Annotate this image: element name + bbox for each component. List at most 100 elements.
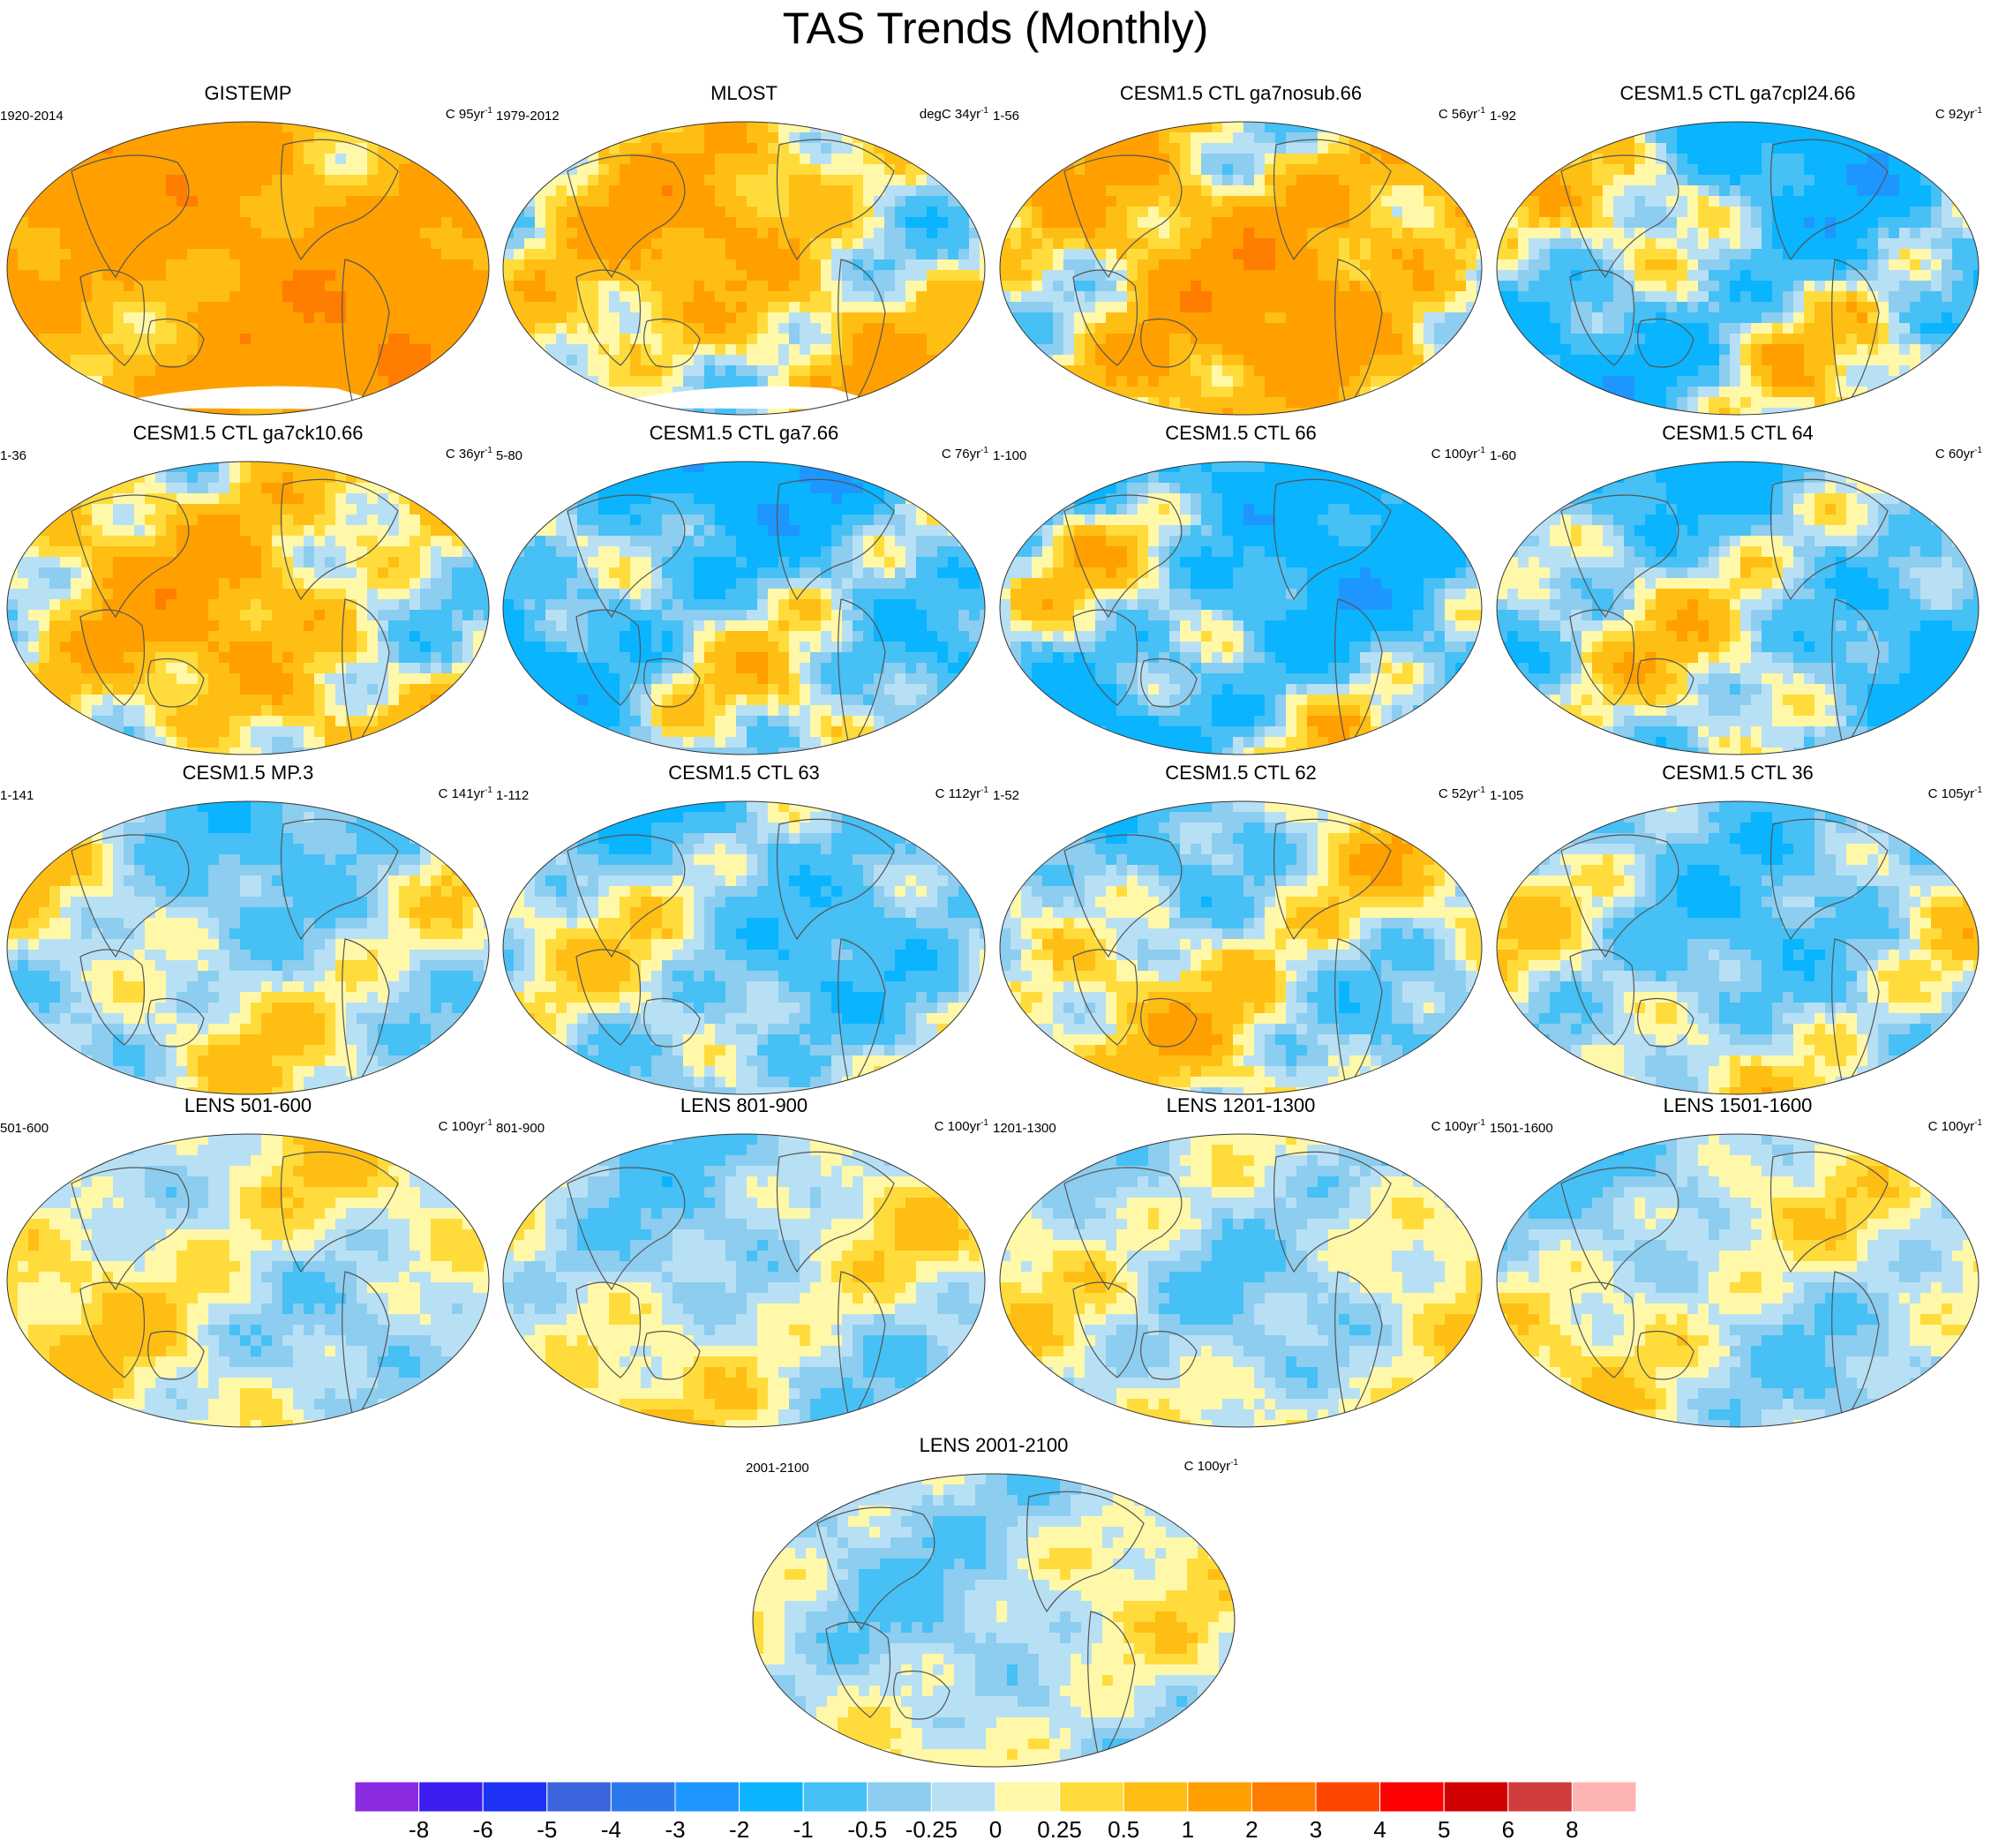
panel-unit-exponent: -1 — [485, 446, 492, 455]
continent-outline — [776, 1151, 895, 1273]
world-map — [1496, 461, 1980, 755]
colorbar-swatch — [995, 1782, 1061, 1812]
continent-outline — [1831, 259, 1880, 411]
map-border — [6, 461, 490, 755]
colorbar-tick-label: -2 — [729, 1816, 749, 1843]
continent-outline — [71, 834, 190, 958]
continent-outline — [147, 1330, 205, 1380]
colorbar-swatch — [1379, 1782, 1445, 1812]
colorbar-swatch — [482, 1782, 548, 1812]
panel-unit: C 100yr-1 — [1928, 1116, 1982, 1135]
continent-outline — [1273, 478, 1392, 601]
world-map — [1496, 800, 1980, 1095]
continent-outline — [79, 269, 146, 366]
map-panel: CESM1.5 CTL ga7nosub.66 1-56 C 56yr-1 — [993, 82, 1489, 417]
panel-unit-exponent: -1 — [980, 785, 988, 795]
continent-outline — [1560, 1167, 1679, 1291]
panel-unit-exponent: -1 — [485, 785, 492, 795]
panel-unit-exponent: -1 — [1230, 1458, 1238, 1468]
continent-outline — [1063, 494, 1183, 619]
continent-outline — [643, 997, 701, 1048]
colorbar-tick-label: 6 — [1502, 1816, 1514, 1843]
colorbar-tick-label: -6 — [473, 1816, 493, 1843]
map-border — [6, 800, 490, 1095]
panel-unit-text: C 141yr — [439, 786, 485, 801]
map-panel: CESM1.5 CTL ga7.66 5-80 C 76yr-1 — [496, 422, 992, 757]
panel-title: CESM1.5 MP.3 — [0, 762, 496, 785]
continent-outline — [567, 154, 686, 279]
continent-outline — [776, 818, 895, 941]
panel-unit: C 92yr-1 — [1935, 103, 1982, 123]
continent-outline — [147, 997, 205, 1048]
colorbar-swatch — [739, 1782, 804, 1812]
panel-unit-exponent: -1 — [1974, 785, 1982, 795]
continent-outline — [1072, 1281, 1138, 1378]
panel-unit-text: C 95yr — [446, 107, 485, 122]
continent-outline — [147, 318, 205, 368]
panel-period: 1-92 — [1490, 109, 1516, 124]
continent-outline — [1560, 494, 1679, 619]
panel-title: CESM1.5 CTL 62 — [993, 762, 1489, 785]
map-panel: CESM1.5 CTL 64 1-60 C 60yr-1 — [1490, 422, 1986, 757]
panel-period: 1-60 — [1490, 448, 1516, 464]
panel-title: LENS 2001-2100 — [746, 1434, 1242, 1457]
continent-outline — [1087, 1611, 1136, 1763]
panel-title: GISTEMP — [0, 82, 496, 105]
continent-outline — [575, 609, 641, 706]
colorbar-tick-label: 0.5 — [1108, 1816, 1139, 1843]
world-map — [1496, 1133, 1980, 1428]
panel-unit-text: C 100yr — [935, 1119, 981, 1134]
panel-unit-text: C 36yr — [446, 447, 485, 462]
panel-title: CESM1.5 CTL 66 — [993, 422, 1489, 445]
continent-outline — [1140, 997, 1198, 1048]
continent-outline — [71, 154, 190, 279]
continent-outline — [280, 478, 399, 601]
world-map — [999, 461, 1483, 755]
continent-outline — [71, 1167, 190, 1291]
map-panel: LENS 801-900 801-900 C 100yr-1 — [496, 1094, 992, 1430]
continent-outline — [1560, 834, 1679, 958]
continent-outline — [342, 598, 390, 751]
continent-outline — [1569, 1281, 1634, 1378]
panel-period: 1920-2014 — [0, 109, 64, 124]
panel-period: 1-112 — [496, 788, 529, 804]
world-map — [999, 800, 1483, 1095]
continent-outline — [1140, 1330, 1198, 1380]
panel-title: LENS 801-900 — [496, 1094, 992, 1117]
panel-unit: C 52yr-1 — [1439, 783, 1485, 802]
continent-outline — [1063, 834, 1183, 958]
colorbar-tick-label: -0.5 — [847, 1816, 887, 1843]
panel-title: CESM1.5 CTL ga7nosub.66 — [993, 82, 1489, 105]
continent-outline — [816, 1506, 935, 1631]
map-panel: CESM1.5 MP.3 1-141 C 141yr-1 — [0, 762, 496, 1097]
map-border — [999, 800, 1483, 1095]
continent-outline — [1026, 1491, 1145, 1613]
panel-unit-text: C 100yr — [1431, 447, 1478, 462]
continent-outline — [893, 1670, 950, 1720]
panel-unit-text: C 112yr — [935, 786, 980, 801]
colorbar-tick-label: -0.25 — [905, 1816, 958, 1843]
colorbar-swatch — [1443, 1782, 1509, 1812]
panel-unit-exponent: -1 — [1974, 1118, 1982, 1128]
panel-title: CESM1.5 CTL 63 — [496, 762, 992, 785]
map-border — [1496, 121, 1980, 416]
world-map — [502, 461, 986, 755]
continent-outline — [1831, 938, 1880, 1091]
continent-outline — [838, 259, 886, 411]
continent-outline — [280, 1151, 399, 1273]
continent-outline — [1334, 259, 1383, 411]
continent-outline — [567, 494, 686, 619]
map-panel: CESM1.5 CTL 63 1-112 C 112yr-1 — [496, 762, 992, 1097]
colorbar-tick-label: 8 — [1566, 1816, 1578, 1843]
panel-period: 1-100 — [993, 448, 1026, 464]
colorbar-tick-label: 4 — [1373, 1816, 1386, 1843]
panel-title: LENS 501-600 — [0, 1094, 496, 1117]
map-panel: GISTEMP 1920-2014 C 95yr-1 — [0, 82, 496, 417]
continent-outline — [1334, 598, 1383, 751]
continent-outline — [575, 949, 641, 1046]
map-border — [1496, 800, 1980, 1095]
colorbar-swatch — [355, 1782, 420, 1812]
panel-period: 1-56 — [993, 109, 1019, 124]
panel-unit: C 56yr-1 — [1439, 103, 1485, 123]
continent-outline — [1569, 269, 1634, 366]
